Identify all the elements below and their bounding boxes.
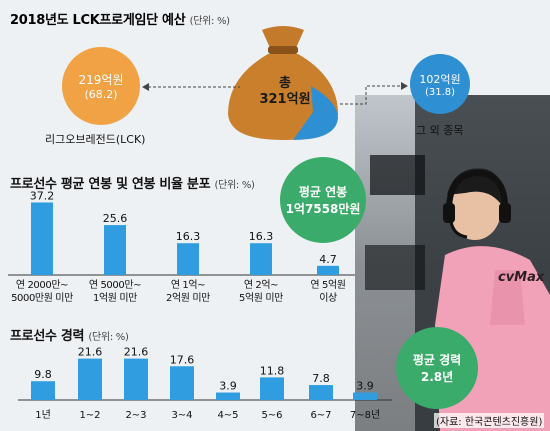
career-value-label: 3.9 — [356, 380, 374, 393]
salary-bar-chart: 37.2 연 2000만~5000만원 미만 25.6 연 5000만~1억원 미만 1… — [8, 190, 355, 304]
career-value-label: 9.8 — [34, 368, 52, 381]
jersey-text: cvMax — [498, 270, 545, 285]
career-category-label: 1~2 — [79, 410, 100, 421]
other-amount: 102억원 — [419, 72, 461, 86]
avg-career-label: 평균 경력 — [412, 353, 462, 367]
career-value-label: 3.9 — [219, 380, 237, 393]
other-bubble: 102억원 (31.8) — [410, 54, 470, 114]
career-value-label: 21.6 — [78, 346, 103, 359]
other-pct: (31.8) — [424, 86, 456, 98]
source-note: (자료: 한국콘텐츠진흥원) — [434, 413, 545, 428]
salary-category-label: 연 1억~ — [171, 279, 205, 291]
career-bar — [309, 385, 333, 400]
salary-unit: (단위: %) — [214, 180, 255, 191]
salary-bar — [177, 243, 199, 275]
salary-category-label: 연 2000만~ — [16, 279, 68, 291]
career-bar — [216, 392, 240, 400]
career-unit: (단위: %) — [88, 332, 129, 343]
career-bar — [124, 358, 148, 400]
avg-salary-bubble: 평균 연봉 1억7558만원 — [280, 157, 366, 243]
career-category-label: 1년 — [35, 409, 51, 421]
salary-value-label: 16.3 — [249, 230, 274, 243]
player-photo: cvMax — [355, 95, 550, 431]
career-value-label: 11.8 — [260, 364, 285, 377]
salary-value-label: 4.7 — [319, 253, 337, 266]
career-category-label: 4~5 — [217, 410, 238, 421]
salary-category-label: 5억원 미만 — [239, 292, 283, 304]
salary-bar — [317, 265, 339, 275]
other-caption: 그 외 종목 — [416, 124, 464, 137]
salary-category-label: 연 5억원 — [310, 279, 345, 291]
avg-career-bubble: 평균 경력 2.8년 — [396, 327, 478, 409]
career-category-label: 5~6 — [261, 410, 282, 421]
salary-category-label: 연 2억~ — [244, 279, 278, 291]
salary-category-label: 연 5000만~ — [89, 279, 141, 291]
salary-category-label: 2억원 미만 — [166, 292, 210, 304]
avg-career-value: 2.8년 — [420, 370, 454, 384]
budget-title: 2018년도 LCK프로게임단 예산 (단위: %) — [10, 13, 230, 28]
career-value-label: 17.6 — [170, 353, 195, 366]
career-value-label: 21.6 — [124, 346, 149, 359]
lck-bubble: 219억원 (68.2) — [62, 47, 140, 125]
salary-bar — [250, 243, 272, 275]
career-category-label: 7~8년 — [350, 409, 380, 421]
money-bag-icon — [228, 26, 338, 140]
career-bar — [170, 366, 194, 400]
lck-caption: 리그오브레전드(LCK) — [45, 133, 146, 146]
salary-bar — [104, 225, 126, 275]
salary-category-label: 1억원 미만 — [93, 292, 137, 304]
salary-category-label: 이상 — [319, 292, 337, 304]
salary-bar — [31, 202, 53, 275]
career-category-label: 2~3 — [125, 410, 146, 421]
salary-category-label: 5000만원 미만 — [11, 292, 73, 304]
avg-salary-value: 1억7558만원 — [285, 202, 361, 216]
career-bar — [353, 392, 377, 400]
budget-arrows — [142, 82, 408, 105]
salary-value-label: 37.2 — [30, 190, 55, 202]
career-category-label: 3~4 — [171, 410, 192, 421]
budget-unit: (단위: %) — [189, 16, 230, 27]
lck-pct: (68.2) — [84, 88, 118, 101]
career-title: 프로선수 경력 (단위: %) — [10, 329, 129, 344]
avg-salary-label: 평균 연봉 — [298, 185, 348, 199]
career-bar — [260, 377, 284, 400]
lck-amount: 219억원 — [78, 73, 124, 87]
career-bar — [31, 381, 55, 400]
career-value-label: 7.8 — [312, 372, 330, 385]
salary-value-label: 16.3 — [176, 230, 201, 243]
career-bar-chart: 9.8 1년 21.6 1~2 21.6 2~3 17.6 3~4 3.9 4~5 11.8 5~6 7… — [18, 346, 392, 421]
salary-title: 프로선수 평균 연봉 및 연봉 비율 분포 (단위: %) — [10, 177, 255, 192]
career-bar — [78, 358, 102, 400]
bag-total: 총 321억원 — [259, 76, 311, 107]
career-category-label: 6~7 — [310, 410, 331, 421]
salary-value-label: 25.6 — [103, 212, 128, 225]
